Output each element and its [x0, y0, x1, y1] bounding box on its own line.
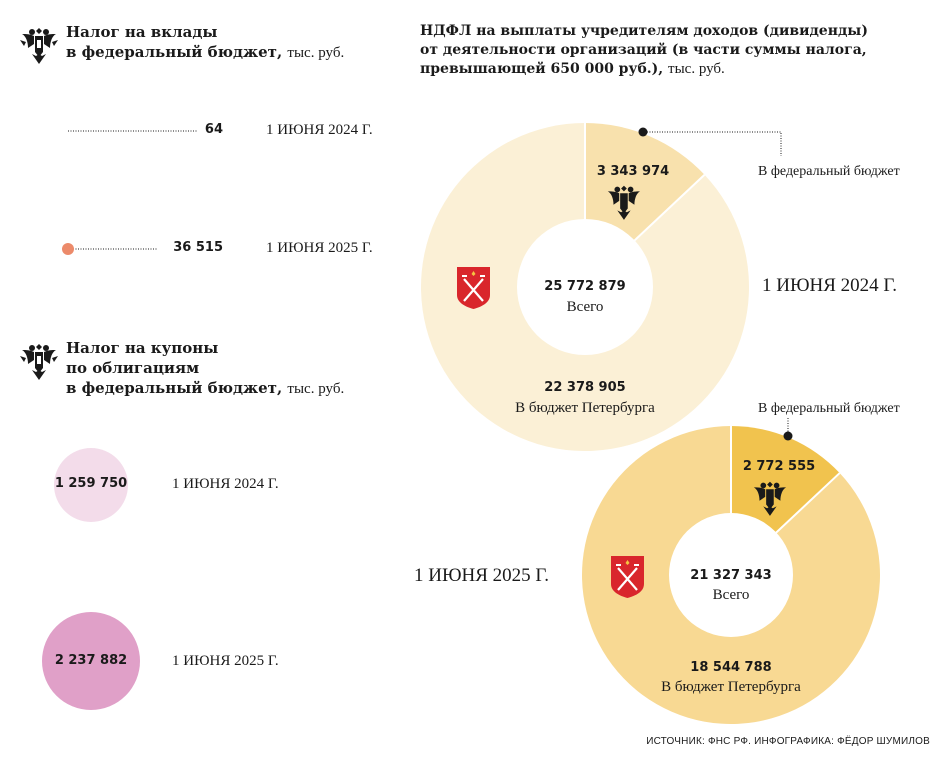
coupons-circle-2024 — [54, 448, 128, 522]
coupons-title-1: Налог на купоны — [66, 339, 219, 357]
coupons-title-2: по облигациям — [66, 359, 200, 377]
ndfl-title-3: превышающей 650 000 руб.), — [420, 61, 664, 77]
coupons-chart — [42, 448, 140, 710]
donut-2025-hole — [669, 513, 793, 637]
russian-eagle-icon — [753, 481, 787, 516]
deposits-value-2025: 36 515 — [173, 240, 223, 255]
donut-2025-spb-label: В бюджет Петербурга — [661, 679, 801, 695]
coupons-value-2024: 1 259 750 — [54, 476, 128, 491]
donut-2025 — [582, 426, 880, 724]
deposits-unit: тыс. руб. — [287, 45, 345, 61]
coupons-date-2024: 1 ИЮНЯ 2024 Г. — [172, 476, 279, 492]
coupons-title-3: в федеральный бюджет, — [66, 379, 283, 397]
donut-2024-hole — [517, 219, 653, 355]
source-credit: ИСТОЧНИК: ФНС РФ. ИНФОГРАФИКА: ФЁДОР ШУМ… — [646, 736, 930, 747]
russian-eagle-icon — [20, 344, 58, 380]
ndfl-unit: тыс. руб. — [668, 61, 725, 77]
spb-coat-of-arms-icon — [611, 556, 644, 598]
donut-2024-total-value: 25 772 879 — [544, 279, 625, 294]
deposits-title-2: в федеральный бюджет, — [66, 43, 283, 61]
deposits-chart — [62, 130, 198, 255]
ndfl-title-2: от деятельности организаций (в части сум… — [420, 42, 867, 58]
donut-2024-fed-value: 3 343 974 — [597, 164, 669, 179]
deposits-dot-2025 — [62, 243, 74, 255]
donut-2025-date: 1 ИЮНЯ 2025 Г. — [414, 565, 549, 586]
coupons-circle-2025 — [42, 612, 140, 710]
deposits-date-2024: 1 ИЮНЯ 2024 Г. — [266, 122, 373, 138]
donut-2025-fed-label: В федеральный бюджет — [758, 401, 900, 416]
donut-2024-spb-value: 22 378 905 — [544, 380, 625, 395]
deposits-title: Налог на вклады — [66, 23, 218, 41]
donut-2025-spb-value: 18 544 788 — [690, 660, 771, 675]
deposits-value-2024: 64 — [204, 122, 223, 137]
donut-2024-spb-label: В бюджет Петербурга — [515, 400, 655, 416]
deposits-date-2025: 1 ИЮНЯ 2025 Г. — [266, 240, 373, 256]
donut-2024-date: 1 ИЮНЯ 2024 Г. — [762, 275, 897, 296]
callout-2024-fed — [638, 127, 782, 156]
donut-2025-total-label: Всего — [713, 587, 750, 603]
russian-eagle-icon — [20, 28, 58, 64]
coupons-date-2025: 1 ИЮНЯ 2025 Г. — [172, 653, 279, 669]
donut-2024-total-label: Всего — [567, 299, 604, 315]
donut-2024 — [420, 123, 749, 452]
donut-2025-fed-value: 2 772 555 — [743, 459, 815, 474]
ndfl-title-1: НДФЛ на выплаты учредителям доходов (див… — [420, 23, 868, 39]
coupons-value-2025: 2 237 882 — [54, 653, 128, 668]
spb-coat-of-arms-icon — [457, 267, 490, 309]
callout-2025-fed — [783, 418, 793, 441]
donut-2025-total-value: 21 327 343 — [690, 568, 771, 583]
donut-2024-fed-label: В федеральный бюджет — [758, 164, 900, 179]
russian-eagle-icon — [607, 185, 641, 220]
coupons-unit: тыс. руб. — [287, 381, 345, 397]
